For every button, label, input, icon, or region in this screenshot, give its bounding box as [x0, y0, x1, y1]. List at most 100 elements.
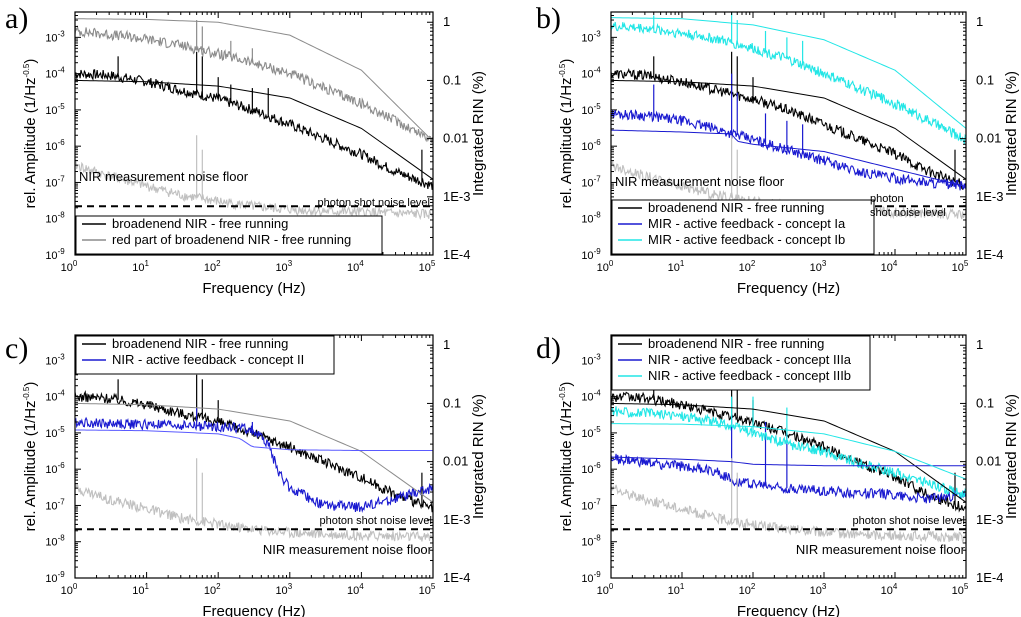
- y-tick-label: 10-9: [45, 247, 65, 262]
- y-axis-label: rel. Amplitude (1/Hz-0.5): [22, 382, 39, 532]
- series-integrated-RIN---concept-IIIa: [611, 456, 966, 467]
- y-tick-label: 10-5: [45, 102, 65, 117]
- y-tick-label: 10-3: [581, 352, 601, 367]
- y-tick-label: 10-8: [581, 534, 601, 549]
- annotation: NIR measurement noise floor: [796, 542, 966, 557]
- plot-area: [611, 374, 966, 545]
- panel-label: a): [5, 2, 28, 35]
- x-tick-label: 101: [668, 582, 685, 597]
- x-tick-label: 102: [739, 259, 756, 274]
- x-tick-label: 103: [810, 259, 827, 274]
- x-tick-label: 100: [61, 259, 78, 274]
- legend-label: NIR - active feedback - concept IIIa: [648, 352, 852, 367]
- y2-tick-label: 1E-4: [976, 570, 1003, 585]
- annotation: shot noise level: [870, 207, 946, 219]
- x-tick-label: 100: [61, 582, 78, 597]
- y-tick-label: 10-5: [581, 102, 601, 117]
- y-axis-label: rel. Amplitude (1/Hz-0.5): [558, 59, 575, 209]
- plot-frame: [74, 334, 434, 579]
- series-NIR-measurement-noise-floor: [611, 484, 966, 545]
- plot-frame: [610, 334, 967, 579]
- y-tick-label: 10-7: [45, 497, 65, 512]
- series-integrated-RIN---red-part: [75, 18, 433, 142]
- y-tick-label: 10-3: [581, 29, 601, 44]
- y-tick-label: 10-8: [45, 211, 65, 226]
- legend-box: [611, 335, 871, 391]
- y2-tick-label: 0.01: [976, 131, 1001, 146]
- x-tick-label: 104: [881, 259, 898, 274]
- y2-tick-label: 0.1: [443, 395, 461, 410]
- y-tick-label: 10-9: [45, 570, 65, 585]
- panel-c: c) 100 101 102 103 104 105 10-9 10-8 10-7 10-6 10-5…: [5, 332, 487, 617]
- y2-tick-label: 0.01: [976, 454, 1001, 469]
- x-axis-label: Frequency (Hz): [737, 603, 840, 617]
- series-NIR---active-feedback---concept-IIIa: [611, 453, 966, 504]
- series-integrated-RIN---concept-IIIb: [611, 423, 966, 480]
- legend-box: [611, 199, 875, 255]
- x-tick-label: 101: [668, 259, 685, 274]
- x-tick-label: 105: [952, 259, 969, 274]
- y-tick-label: 10-7: [581, 174, 601, 189]
- y-tick-label: 10-8: [45, 534, 65, 549]
- legend-label: NIR - active feedback - concept II: [112, 352, 304, 367]
- x-axis-label: Frequency (Hz): [737, 280, 840, 297]
- plot-area: [611, 12, 966, 221]
- annotation: NIR measurement noise floor: [263, 542, 433, 557]
- y-tick-label: 10-4: [581, 66, 601, 81]
- plot-frame: [74, 11, 434, 256]
- series-MIR---active-feedback---concept-Ib: [611, 21, 966, 146]
- legend-label: MIR - active feedback - concept Ia: [648, 216, 846, 231]
- panel-label: c): [5, 332, 28, 365]
- y2-tick-label: 0.1: [976, 72, 994, 87]
- x-tick-label: 103: [275, 259, 292, 274]
- y2-tick-label: 0.1: [976, 395, 994, 410]
- x-tick-label: 101: [132, 259, 149, 274]
- y2-axis-label: Integrated RIN (%): [470, 71, 487, 196]
- panel-b: b) 100 101 102 103 104 105 10-9 10-8 10-7 10-6 10-5…: [536, 2, 1020, 297]
- x-tick-label: 104: [881, 582, 898, 597]
- annotation: photon shot noise level: [852, 515, 965, 527]
- y2-tick-label: 1E-4: [443, 247, 470, 262]
- x-tick-label: 102: [204, 582, 221, 597]
- x-tick-label: 102: [739, 582, 756, 597]
- y-tick-label: 10-5: [45, 425, 65, 440]
- y2-tick-label: 1E-3: [976, 512, 1003, 527]
- series-broadenend-NIR---free-running: [611, 68, 966, 190]
- series-integrated-RIN---broadenend-NIR: [611, 402, 966, 503]
- y-axis-label: rel. Amplitude (1/Hz-0.5): [22, 59, 39, 209]
- legend-label: broadenend NIR - free running: [648, 200, 824, 215]
- series-broadenend-NIR---free-running: [75, 69, 433, 190]
- y2-tick-label: 1E-4: [443, 570, 470, 585]
- y2-tick-label: 0.01: [443, 454, 468, 469]
- y-tick-label: 10-9: [581, 570, 601, 585]
- y-tick-label: 10-6: [45, 138, 65, 153]
- y-tick-label: 10-6: [581, 461, 601, 476]
- y-tick-label: 10-4: [45, 66, 65, 81]
- y2-axis-label: Integrated RIN (%): [1003, 71, 1020, 196]
- annotation: photon shot noise level: [317, 197, 430, 209]
- legend-label: broadenend NIR - free running: [112, 216, 288, 231]
- y-tick-label: 10-6: [45, 461, 65, 476]
- legend-box: [75, 215, 383, 255]
- legend-label: broadenend NIR - free running: [648, 336, 824, 351]
- series-NIR-measurement-noise-floor: [75, 482, 433, 542]
- y-axis-label: rel. Amplitude (1/Hz-0.5): [558, 382, 575, 532]
- y-tick-label: 10-3: [45, 352, 65, 367]
- y2-tick-label: 0.1: [443, 72, 461, 87]
- y-tick-label: 10-9: [581, 247, 601, 262]
- series-integrated-RIN---broadenend-NIR: [75, 402, 433, 503]
- y-tick-label: 10-4: [45, 389, 65, 404]
- y-tick-label: 10-4: [581, 389, 601, 404]
- y2-axis-label: Integrated RIN (%): [470, 394, 487, 519]
- y2-tick-label: 1E-4: [976, 247, 1003, 262]
- series-integrated-RIN---concept-II: [75, 429, 433, 452]
- series-NIR-measurement-noise-floor: [75, 159, 433, 221]
- series-MIR---active-feedback---concept-Ia: [611, 108, 966, 191]
- panel-a: a) 100 101 102 103 104 105 10-9 10-8 10-7 10-6 10-5…: [5, 2, 487, 297]
- legend-label: NIR - active feedback - concept IIIb: [648, 368, 851, 383]
- y2-tick-label: 1: [976, 337, 983, 352]
- y2-tick-label: 1E-3: [443, 189, 470, 204]
